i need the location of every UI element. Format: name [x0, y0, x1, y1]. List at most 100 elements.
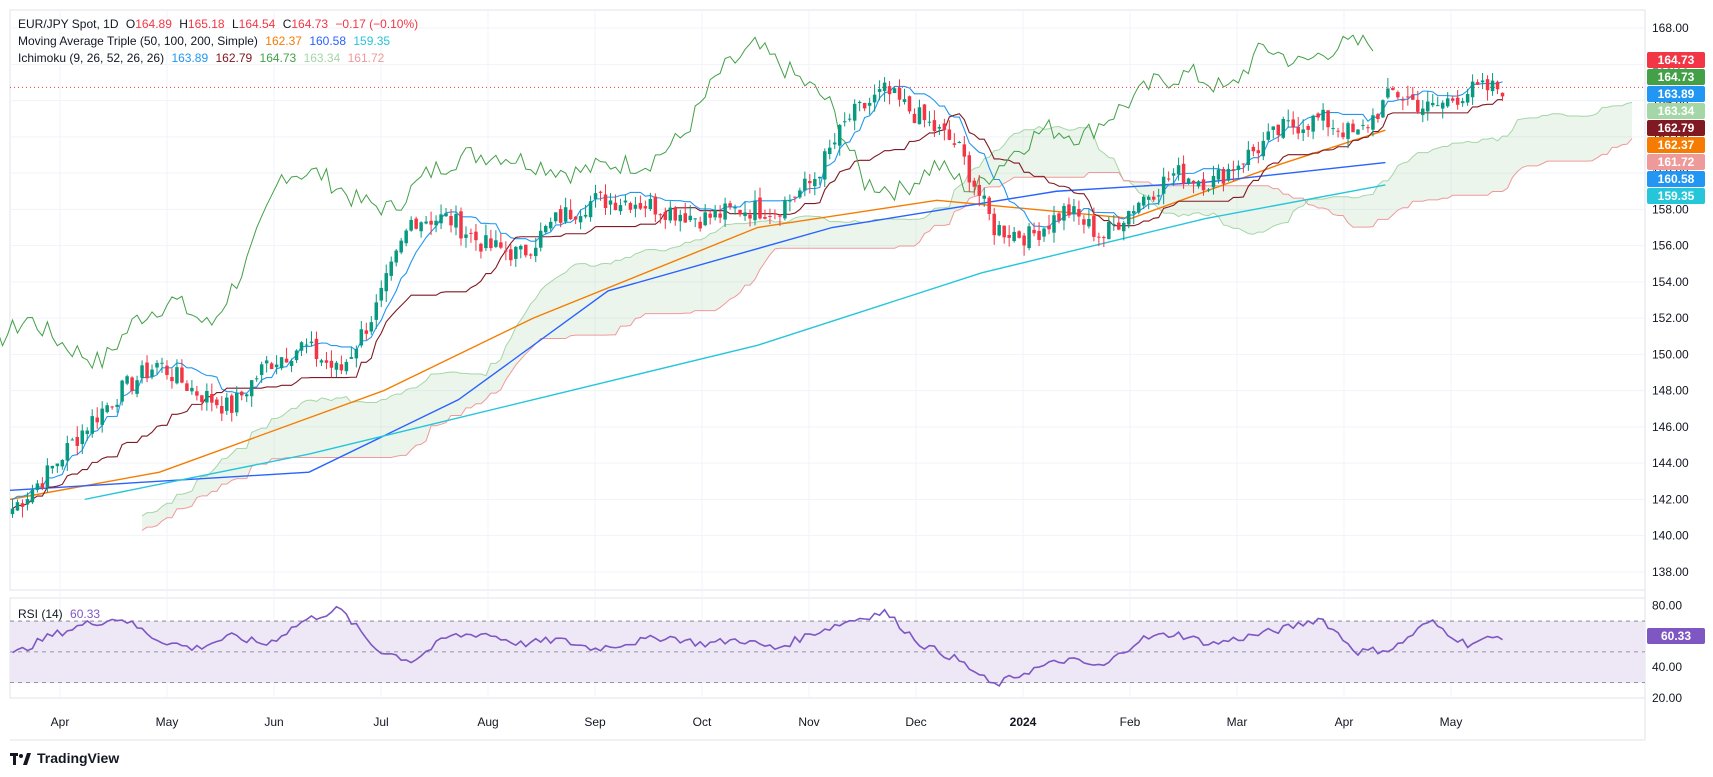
candle-body — [259, 364, 264, 376]
candle-body — [1416, 99, 1420, 112]
candle-body — [673, 207, 678, 221]
low-value: 164.54 — [238, 17, 276, 31]
tradingview-logo[interactable]: TradingView — [10, 750, 119, 766]
candle-body — [1336, 130, 1340, 132]
candle-body — [185, 383, 189, 391]
price-tag-bg — [1647, 188, 1705, 204]
candle-body — [902, 99, 907, 102]
candle-body — [474, 231, 478, 241]
candle-body — [628, 203, 633, 210]
candle-body — [524, 244, 528, 256]
close-label: C — [282, 17, 292, 31]
candle-body — [922, 104, 927, 121]
candle-body — [1122, 222, 1126, 232]
candle-body — [1176, 165, 1181, 175]
price-tag: 164.73 — [1647, 69, 1705, 85]
candle-body — [289, 360, 294, 366]
candle-body — [1406, 96, 1410, 98]
candle-body — [912, 113, 917, 124]
candle-body — [65, 443, 70, 461]
candle-body — [319, 360, 324, 363]
candle-body — [578, 216, 583, 223]
grid — [10, 10, 1645, 698]
candle-body — [359, 329, 364, 346]
candle-body — [1311, 115, 1315, 132]
candle-body — [892, 88, 897, 94]
price-tag: 164.73 — [1647, 52, 1705, 68]
candle-body — [678, 214, 683, 222]
candle-body — [1082, 219, 1086, 225]
candle-body — [618, 205, 623, 212]
candle-body — [274, 364, 279, 368]
candle-body — [479, 243, 483, 252]
candle-body — [1261, 140, 1266, 157]
candle-body — [1097, 236, 1101, 238]
price-tag: 162.37 — [1647, 137, 1705, 153]
candle-body — [489, 238, 493, 249]
candle-body — [768, 215, 772, 217]
candle-body — [509, 249, 513, 261]
candle-body — [1301, 129, 1305, 134]
candle-body — [798, 190, 802, 198]
time-tick-label: 2024 — [1010, 715, 1037, 729]
candle-body — [872, 94, 877, 103]
legend-moving-average[interactable]: Moving Average Triple (50, 100, 200, Sim… — [18, 33, 394, 50]
candle-body — [847, 118, 852, 120]
ma200-line — [84, 184, 1386, 501]
candle-body — [1266, 131, 1271, 140]
candle-body — [424, 221, 428, 224]
price-tick-label: 146.00 — [1652, 420, 1689, 434]
candle-body — [484, 235, 488, 249]
candle-body — [1077, 208, 1081, 217]
base-line — [12, 99, 1503, 510]
candle-body — [140, 365, 144, 378]
candle-body — [80, 430, 85, 445]
candle-body — [304, 344, 309, 346]
candle-body — [205, 390, 209, 403]
candle-body — [987, 197, 991, 214]
candle-body — [170, 377, 174, 382]
candle-body — [354, 348, 359, 359]
candle-body — [399, 240, 403, 253]
candle-body — [852, 103, 857, 121]
candle-body — [429, 220, 433, 225]
candle-body — [1455, 97, 1460, 105]
candle-body — [663, 212, 668, 220]
candle-body — [703, 212, 707, 226]
candle-body — [60, 460, 65, 467]
legend-ichimoku[interactable]: Ichimoku (9, 26, 52, 26, 26) 163.89 162.… — [18, 50, 388, 67]
candle-body — [50, 465, 55, 469]
candle-body — [1465, 94, 1470, 103]
candle-body — [145, 362, 149, 379]
candle-body — [1361, 125, 1365, 127]
candle-body — [1206, 189, 1211, 191]
candle-body — [937, 127, 942, 129]
candle-body — [638, 203, 643, 209]
span-b-value: 161.72 — [347, 51, 385, 65]
candle-body — [394, 250, 398, 263]
candle-body — [573, 216, 578, 220]
candle-body — [693, 218, 697, 220]
candle-body — [469, 232, 473, 234]
candle-body — [105, 405, 109, 413]
base-value: 162.79 — [215, 51, 253, 65]
candle-body — [1326, 110, 1330, 128]
candle-body — [1470, 81, 1475, 98]
candle-body — [877, 89, 882, 92]
candle-body — [10, 508, 15, 515]
candle-body — [1072, 206, 1076, 214]
candle-body — [30, 489, 35, 503]
candle-body — [1042, 228, 1046, 237]
candle-body — [334, 362, 339, 370]
candle-body — [947, 129, 952, 140]
candle-body — [494, 240, 498, 247]
candle-body — [713, 210, 717, 218]
candle-body — [344, 361, 349, 372]
candle-body — [882, 82, 887, 92]
candle-body — [1117, 222, 1121, 230]
legend-rsi[interactable]: RSI (14) 60.33 — [18, 606, 104, 623]
price-tag: 163.89 — [1647, 86, 1705, 102]
candle-body — [1027, 226, 1031, 249]
candle-body — [867, 102, 872, 106]
